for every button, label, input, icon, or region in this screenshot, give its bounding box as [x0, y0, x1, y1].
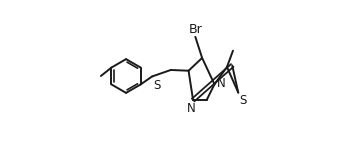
Text: Br: Br — [188, 23, 202, 36]
Text: N: N — [217, 77, 225, 90]
Text: S: S — [239, 94, 247, 107]
Text: S: S — [153, 79, 160, 92]
Text: N: N — [187, 102, 196, 115]
